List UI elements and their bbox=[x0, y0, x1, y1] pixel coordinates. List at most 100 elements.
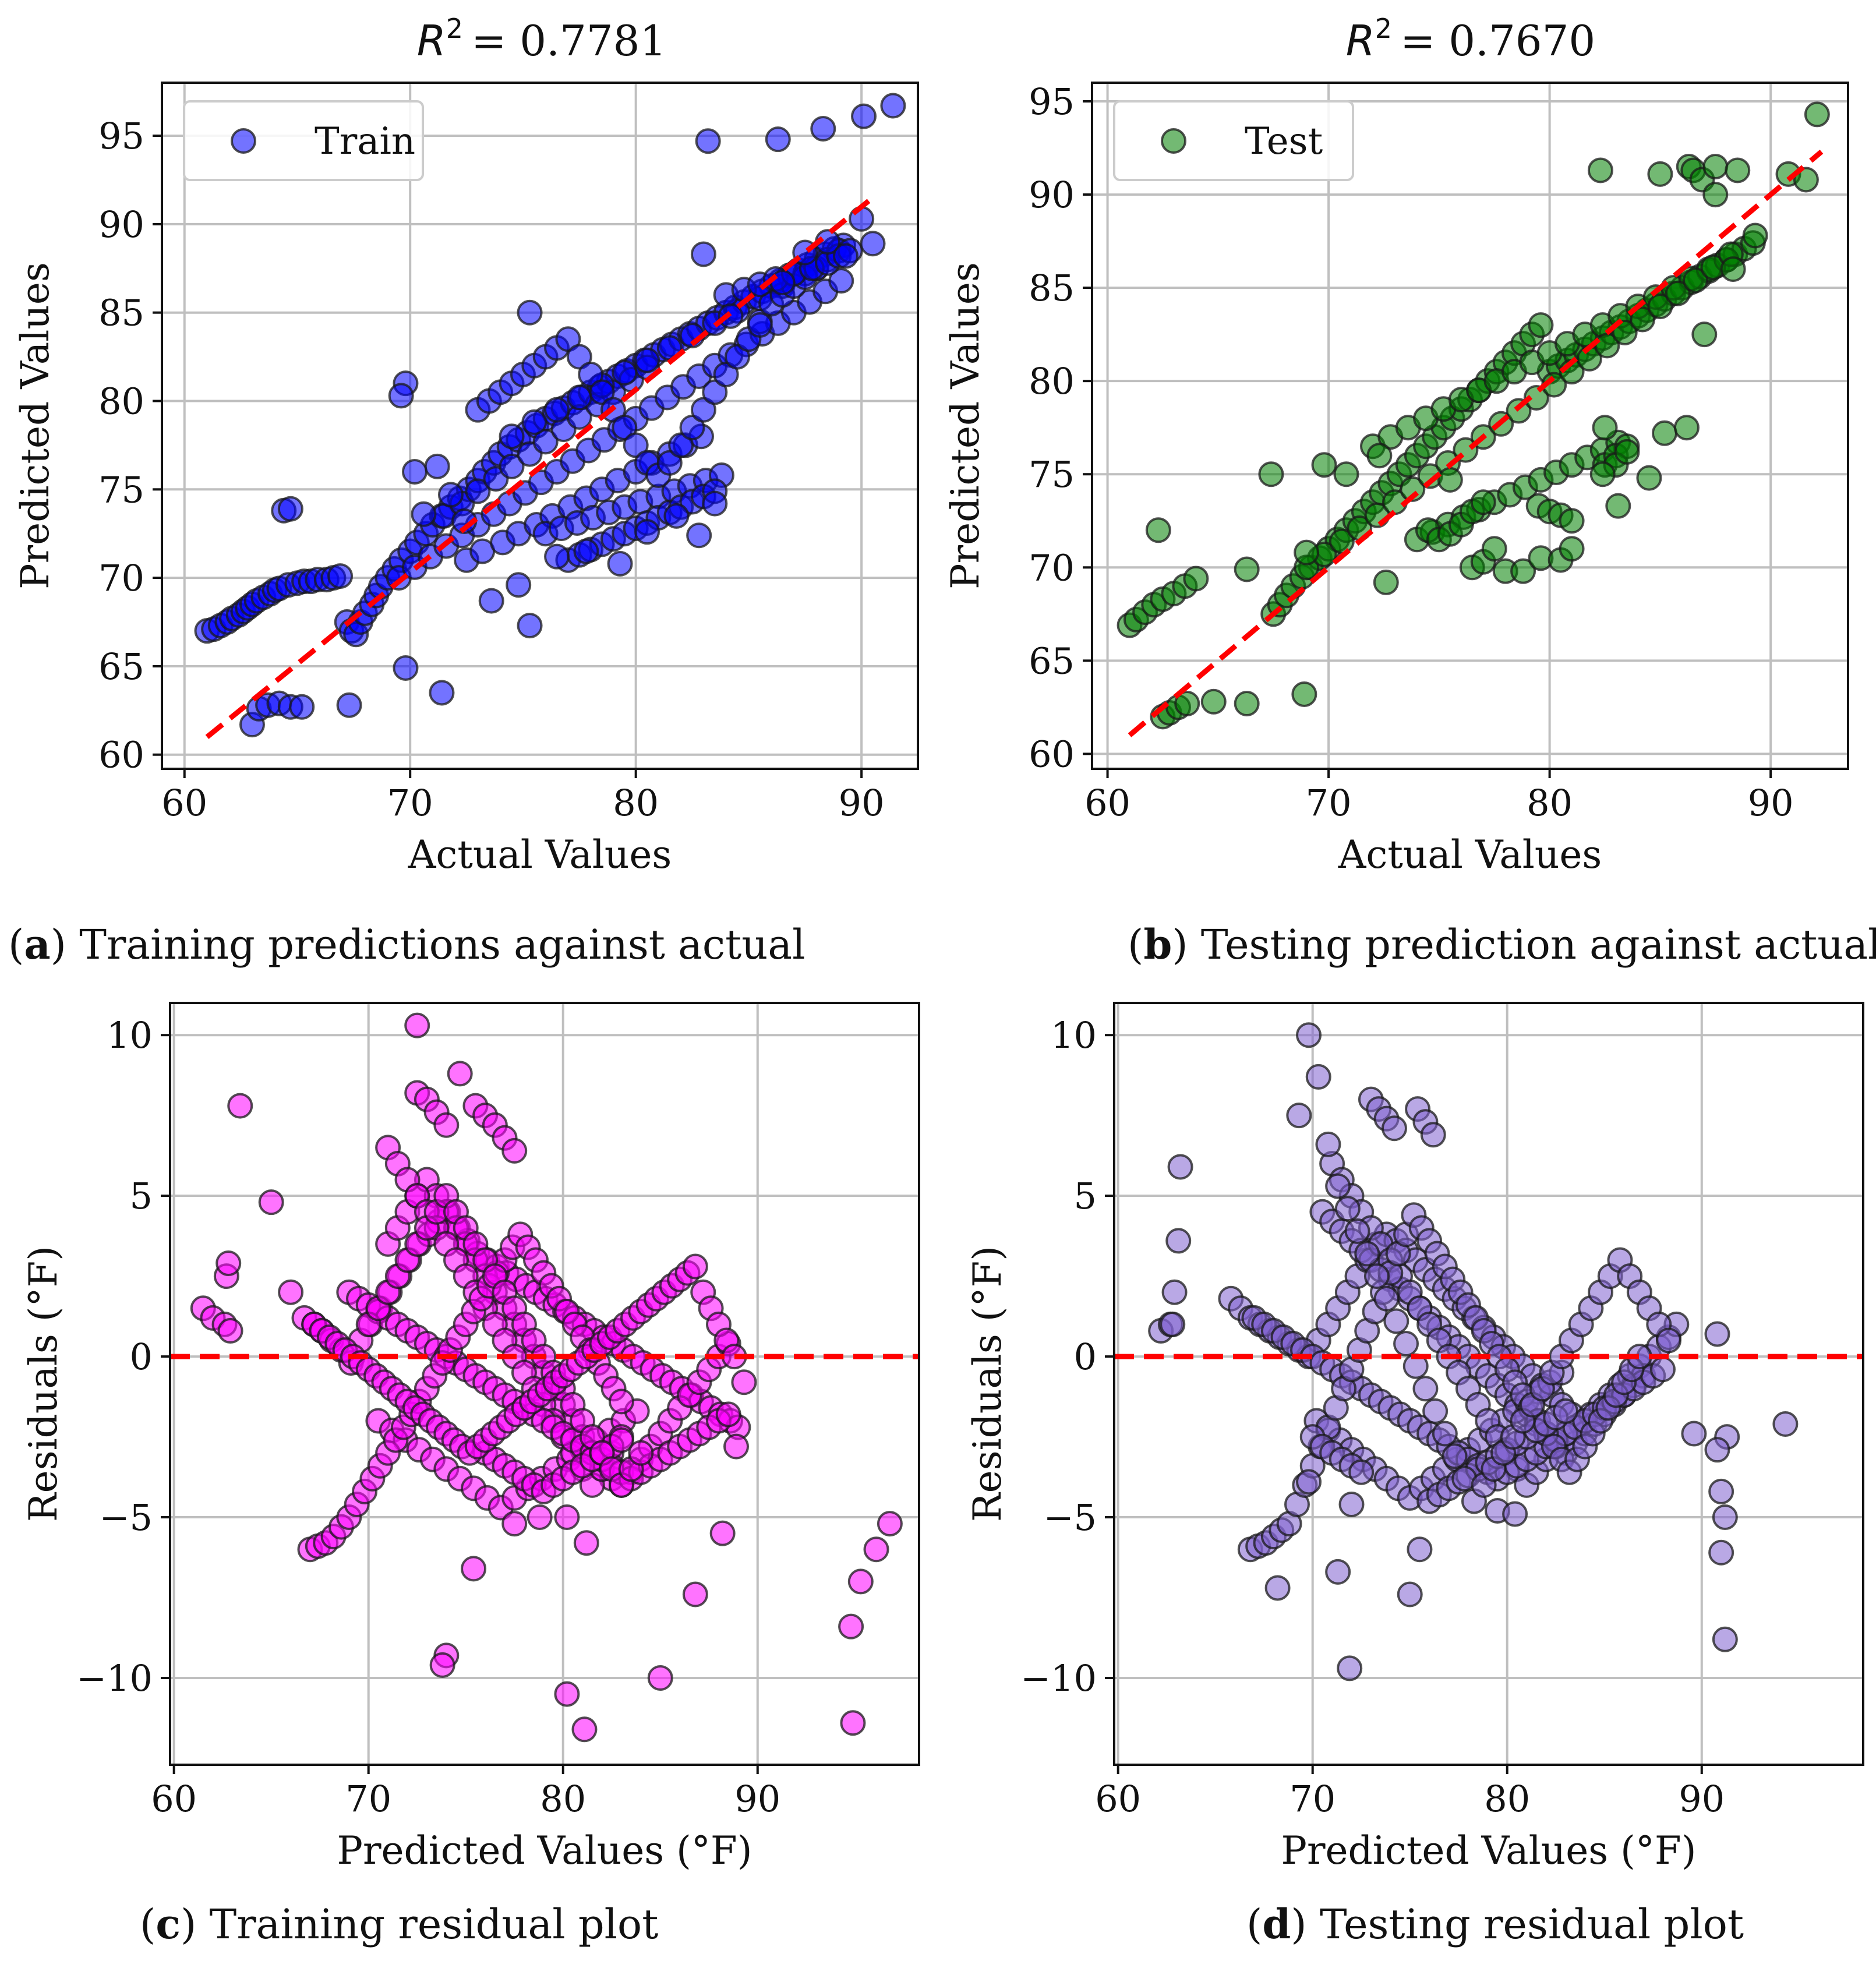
data-point bbox=[1338, 1491, 1365, 1517]
data-point bbox=[686, 522, 712, 549]
plot-frame bbox=[1113, 1002, 1864, 1766]
x-tick-label: 90 bbox=[734, 1778, 780, 1820]
y-tick-label: 75 bbox=[1029, 453, 1075, 496]
data-point bbox=[573, 538, 599, 564]
y-tick-label: 60 bbox=[98, 734, 144, 776]
y-tick-label: 0 bbox=[130, 1335, 153, 1378]
data-point bbox=[1528, 312, 1554, 338]
data-point bbox=[1665, 280, 1691, 306]
data-point bbox=[833, 243, 859, 269]
legend-label: Train bbox=[315, 120, 415, 163]
data-point bbox=[1160, 1311, 1186, 1337]
y-tick-label: 10 bbox=[1051, 1014, 1097, 1057]
y-tick-label: 70 bbox=[1029, 546, 1075, 589]
data-point bbox=[1167, 1154, 1193, 1180]
data-point bbox=[1381, 1115, 1407, 1142]
data-point bbox=[215, 1250, 242, 1277]
data-point bbox=[217, 1317, 243, 1344]
data-point bbox=[1470, 489, 1496, 515]
y-tick-label: 90 bbox=[98, 203, 144, 246]
x-tick-label: 80 bbox=[613, 782, 659, 824]
chart-panel-a: 60 70 80 90 60 65 70 75 80 85 90 95 Actual Values Pre… bbox=[13, 13, 919, 877]
data-point bbox=[747, 312, 773, 338]
data-point bbox=[695, 128, 721, 154]
data-point bbox=[1725, 157, 1751, 183]
data-point bbox=[1636, 465, 1662, 491]
data-point bbox=[278, 1279, 304, 1305]
data-point bbox=[424, 453, 450, 479]
x-tick-label: 60 bbox=[1095, 1778, 1141, 1820]
data-point bbox=[1702, 154, 1729, 180]
data-point bbox=[1655, 1327, 1681, 1354]
data-point bbox=[461, 1556, 487, 1582]
data-point bbox=[404, 1012, 430, 1038]
data-point bbox=[258, 1189, 284, 1216]
data-point bbox=[1234, 690, 1260, 716]
data-point bbox=[527, 1504, 553, 1531]
data-point bbox=[860, 231, 886, 257]
x-axis-label: Predicted Values (°F) bbox=[337, 1828, 752, 1873]
x-tick-label: 60 bbox=[1084, 782, 1130, 824]
data-point bbox=[840, 1710, 866, 1736]
y-axis-label: Predicted Values bbox=[943, 262, 988, 589]
chart-panel-c: 60 70 80 90 −10 −5 0 5 10 Predicted Values (°F) Re… bbox=[21, 1002, 920, 1873]
data-point bbox=[1647, 294, 1673, 320]
data-point bbox=[1614, 439, 1640, 465]
y-tick-label: 65 bbox=[98, 645, 144, 688]
data-point bbox=[1559, 508, 1585, 534]
reference-line bbox=[205, 195, 875, 739]
x-tick-label: 70 bbox=[1289, 1778, 1336, 1820]
data-point bbox=[544, 397, 570, 423]
x-tick-label: 80 bbox=[1527, 782, 1573, 824]
data-point bbox=[1612, 319, 1638, 345]
data-point bbox=[499, 423, 525, 450]
legend: Test bbox=[1113, 100, 1354, 181]
data-point bbox=[1712, 1504, 1738, 1531]
data-point bbox=[1333, 461, 1359, 487]
caption-d: (d) Testing residual plot bbox=[1246, 1900, 1744, 1948]
data-point bbox=[1422, 1398, 1448, 1424]
data-point bbox=[327, 563, 354, 589]
data-point bbox=[1366, 443, 1393, 469]
caption-a: (a) Training predictions against actual bbox=[8, 920, 805, 969]
plot-frame bbox=[161, 82, 919, 770]
title-value: = 0.7781 bbox=[471, 16, 666, 65]
data-point bbox=[1234, 556, 1260, 582]
data-point bbox=[607, 550, 633, 577]
data-point bbox=[1510, 558, 1536, 584]
x-tick-label: 70 bbox=[1306, 782, 1352, 824]
data-point bbox=[1315, 1131, 1341, 1157]
caption-b: (b) Testing prediction against actual bbox=[1128, 920, 1876, 969]
data-point bbox=[478, 588, 504, 614]
title-exponent: 2 bbox=[446, 13, 463, 44]
y-axis-label: Predicted Values bbox=[13, 262, 58, 589]
data-point bbox=[1337, 1655, 1363, 1681]
data-point bbox=[1647, 161, 1673, 187]
data-point bbox=[723, 1433, 750, 1460]
y-tick-label: 5 bbox=[1074, 1175, 1097, 1217]
data-point bbox=[1432, 1421, 1458, 1447]
y-tick-label: 75 bbox=[98, 468, 144, 511]
data-point bbox=[682, 1253, 708, 1280]
data-point bbox=[608, 1427, 634, 1453]
data-point bbox=[573, 1530, 599, 1556]
data-point bbox=[838, 1613, 864, 1640]
x-axis-label: Actual Values bbox=[408, 832, 672, 877]
data-point bbox=[1325, 1559, 1351, 1585]
chart-panel-d: 60 70 80 90 −10 −5 0 5 10 Predicted Values (°F) Re… bbox=[965, 1002, 1864, 1873]
data-point bbox=[663, 503, 690, 529]
data-point bbox=[429, 1652, 455, 1678]
data-point bbox=[880, 93, 906, 119]
data-point bbox=[1348, 1459, 1375, 1485]
x-tick-label: 60 bbox=[151, 1778, 197, 1820]
x-tick-label: 90 bbox=[1748, 782, 1794, 824]
data-point bbox=[554, 1504, 580, 1531]
data-point bbox=[1481, 536, 1507, 562]
plot-frame bbox=[169, 1002, 920, 1766]
y-tick-label: 95 bbox=[98, 115, 144, 157]
data-point bbox=[1373, 1285, 1400, 1312]
x-tick-label: 70 bbox=[345, 1778, 391, 1820]
data-point bbox=[1589, 461, 1616, 487]
data-point bbox=[465, 478, 491, 504]
